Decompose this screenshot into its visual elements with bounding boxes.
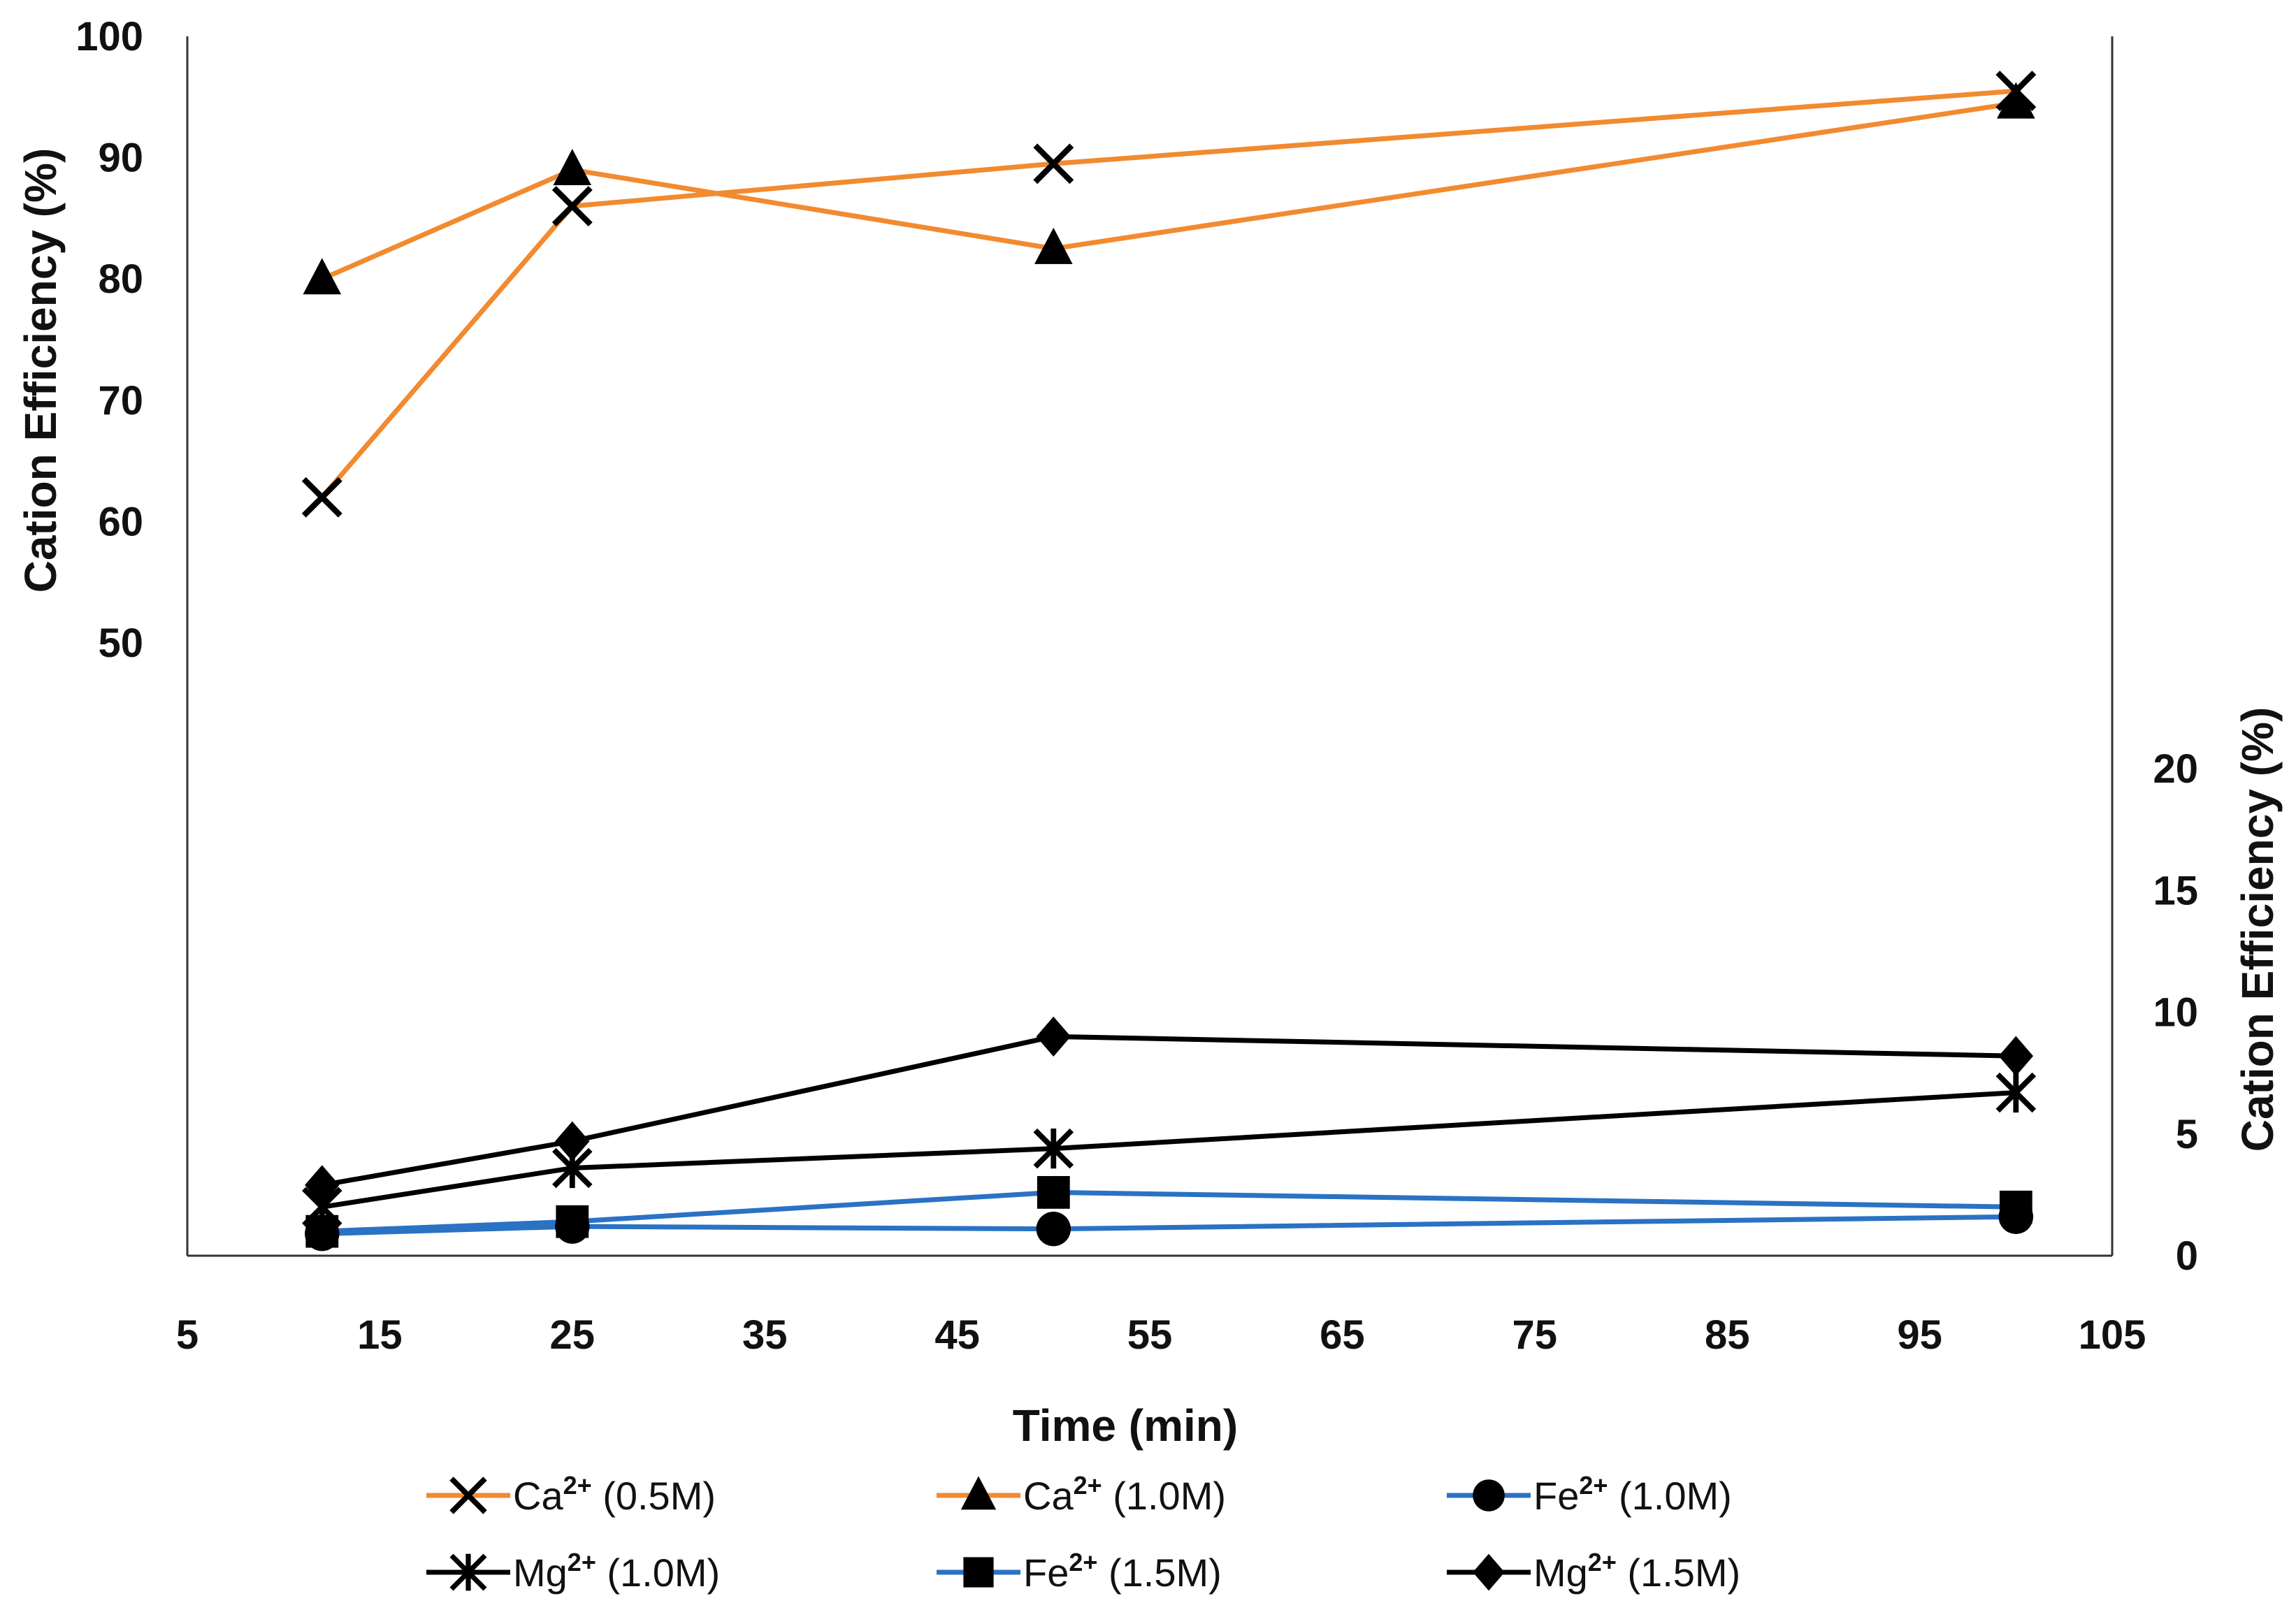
data-point	[305, 1214, 339, 1248]
right-y-tick-label: 5	[2176, 1112, 2198, 1157]
data-point	[1998, 1036, 2033, 1076]
series-line-4	[322, 1189, 2016, 1234]
data-point	[1037, 1175, 1070, 1209]
series-line-0	[320, 88, 2016, 499]
x-tick-label: 45	[934, 1312, 980, 1358]
x-tick-label: 95	[1897, 1312, 1942, 1358]
x-tick-label: 55	[1127, 1312, 1173, 1358]
legend-label: Ca2+ (0.5M)	[513, 1471, 716, 1518]
x-tick-label: 85	[1705, 1312, 1750, 1358]
left-y-tick-label: 60	[98, 499, 143, 544]
series-markers	[301, 71, 2037, 1252]
legend-marker	[960, 1476, 997, 1510]
x-tick-label: 35	[742, 1312, 788, 1358]
left-y-tick-label: 90	[98, 136, 143, 181]
data-point	[555, 1121, 590, 1161]
legend-marker	[449, 1477, 487, 1514]
legend-marker	[963, 1557, 994, 1588]
data-point	[1036, 1016, 1071, 1057]
data-point	[1034, 227, 1073, 264]
data-point	[301, 477, 342, 518]
right-y-tick-label: 10	[2153, 990, 2198, 1036]
series-line-2	[322, 1214, 2016, 1237]
x-tick-label: 105	[2079, 1312, 2146, 1358]
legend-item: Mg2+ (1.0M)	[426, 1548, 720, 1595]
legend-label: Mg2+ (1.0M)	[513, 1548, 720, 1595]
legend-item: Fe2+ (1.0M)	[1447, 1471, 1732, 1518]
legend-label: Ca2+ (1.0M)	[1023, 1471, 1226, 1518]
left-y-tick-labels: 50 60 70 80 90 100	[75, 14, 143, 666]
data-point	[556, 1205, 589, 1238]
left-y-tick-label: 70	[98, 378, 143, 423]
legend-label: Fe2+ (1.5M)	[1023, 1548, 1222, 1595]
legend: Ca2+ (0.5M) Ca2+ (1.0M) Fe2+ (1.0M) Mg2+ (1…	[426, 1471, 1740, 1595]
series-lines	[320, 88, 2016, 1237]
legend-item: Fe2+ (1.5M)	[937, 1548, 1222, 1595]
left-y-tick-label: 50	[98, 621, 143, 666]
x-tick-label: 5	[176, 1312, 198, 1358]
right-y-axis-title: Cation Efficiency (%)	[2232, 707, 2283, 1152]
legend-label: Fe2+ (1.0M)	[1533, 1471, 1732, 1518]
data-point	[1997, 82, 2035, 119]
data-point	[1995, 1072, 2037, 1113]
x-tick-label: 65	[1320, 1312, 1365, 1358]
axes	[186, 36, 2114, 1257]
data-point	[305, 1165, 340, 1205]
legend-marker	[449, 1553, 487, 1591]
data-point	[551, 186, 593, 226]
data-point	[1036, 1211, 1071, 1247]
series-line-3	[322, 1090, 2016, 1210]
legend-label: Mg2+ (1.5M)	[1533, 1548, 1740, 1595]
x-tick-label: 75	[1512, 1312, 1558, 1358]
x-tick-label: 25	[550, 1312, 595, 1358]
data-point	[1033, 1128, 1074, 1169]
right-y-tick-label: 15	[2153, 868, 2198, 913]
data-point	[1033, 143, 1074, 184]
legend-marker	[1473, 1553, 1505, 1591]
x-tick-label: 15	[357, 1312, 403, 1358]
left-y-axis-title: Cation Efficiency (%)	[15, 148, 66, 593]
data-point	[303, 258, 342, 295]
legend-item: Mg2+ (1.5M)	[1447, 1548, 1740, 1595]
legend-marker	[1473, 1479, 1505, 1511]
right-y-tick-label: 20	[2153, 746, 2198, 792]
legend-item: Ca2+ (0.5M)	[426, 1471, 716, 1518]
legend-item: Ca2+ (1.0M)	[937, 1471, 1226, 1518]
series-line-1	[321, 101, 2016, 282]
left-y-tick-label: 100	[75, 14, 143, 59]
x-tick-labels: 5 15 25 35 45 55 65 75 85 95 105	[176, 1312, 2146, 1358]
data-point	[1999, 1190, 2033, 1224]
series-line-5	[322, 1034, 2016, 1188]
data-point	[553, 149, 592, 186]
left-y-tick-label: 80	[98, 256, 143, 302]
right-y-tick-labels: 0 5 10 15 20	[2153, 746, 2198, 1279]
right-y-tick-label: 0	[2176, 1233, 2198, 1279]
x-axis-title: Time (min)	[1013, 1400, 1238, 1451]
